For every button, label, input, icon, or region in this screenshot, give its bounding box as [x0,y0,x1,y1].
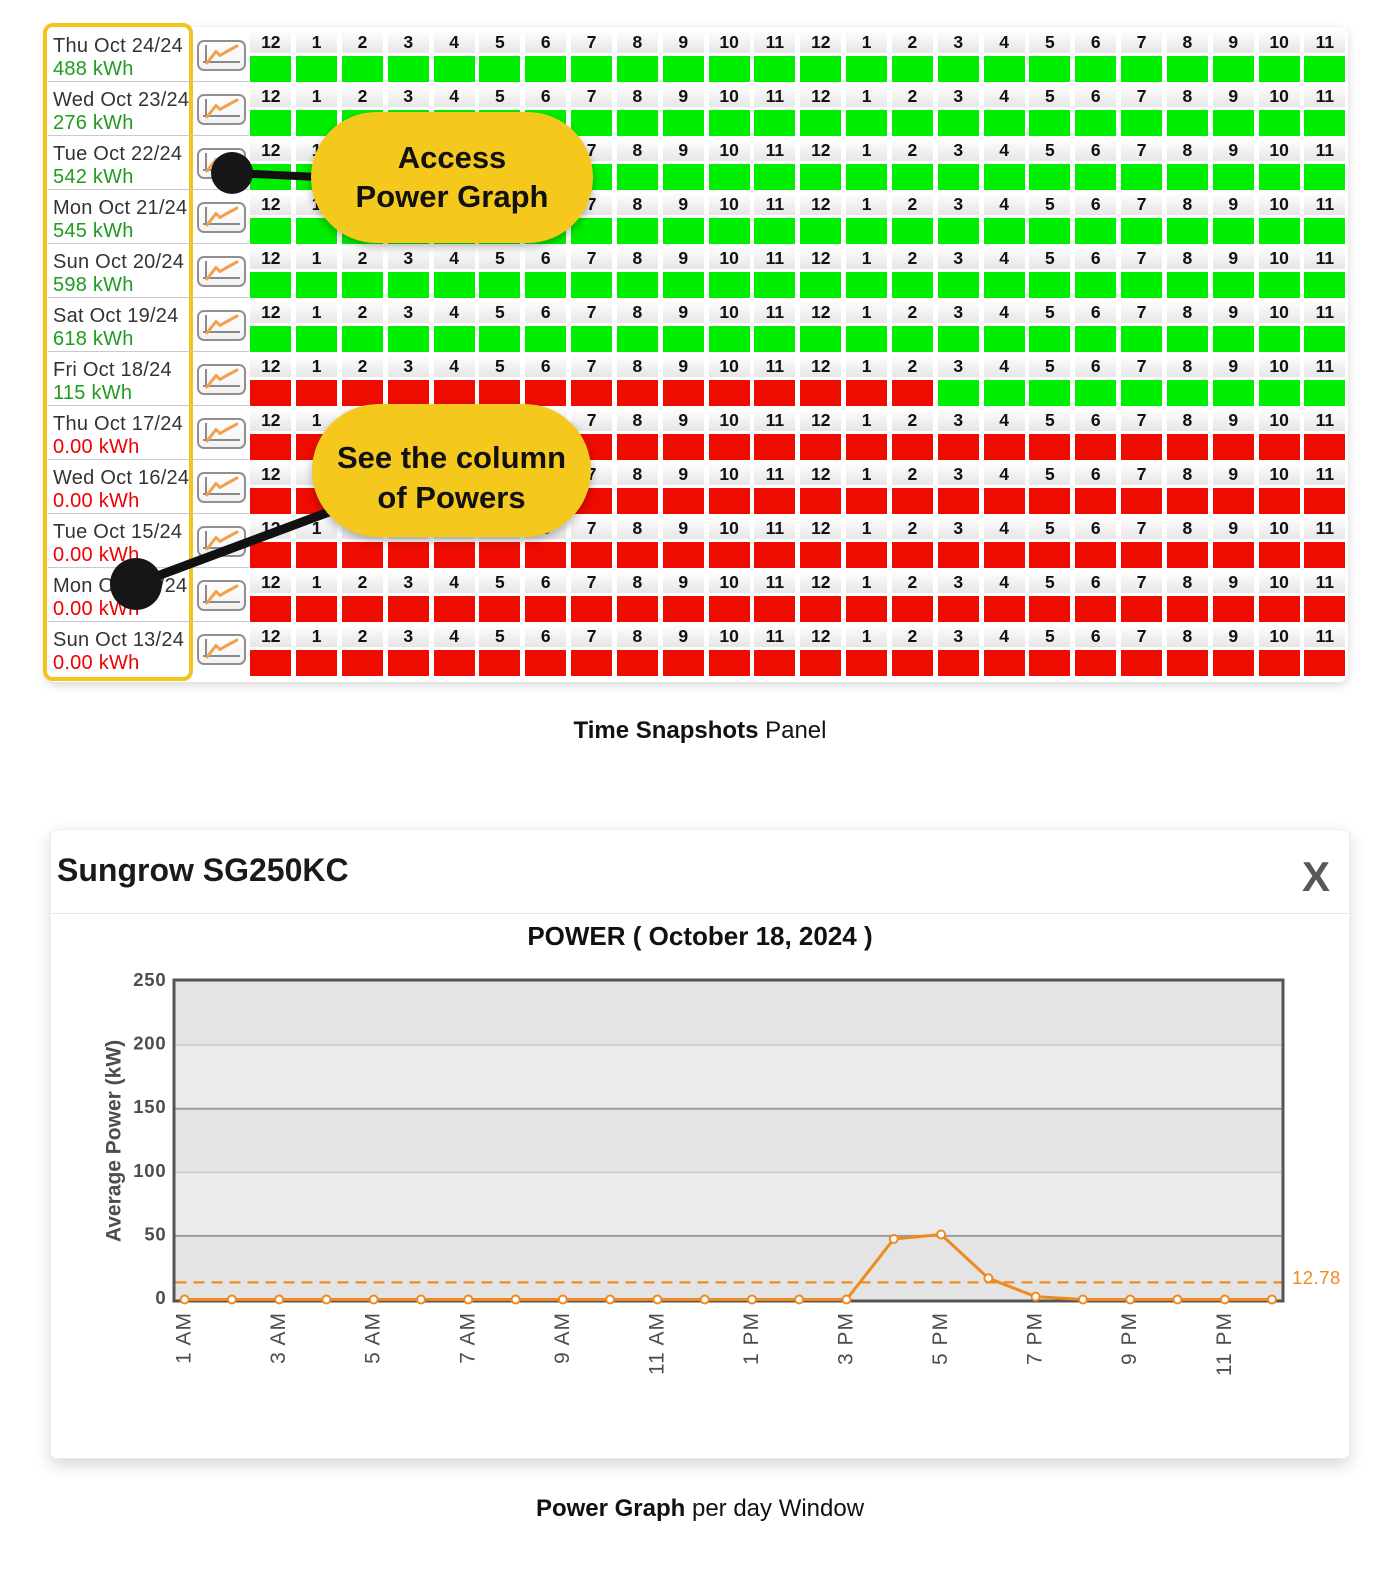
svg-text:0: 0 [155,1287,166,1308]
svg-text:50: 50 [144,1223,166,1244]
svg-text:12.78: 12.78 [1292,1267,1341,1288]
svg-text:9 PM: 9 PM [1118,1312,1141,1365]
svg-text:5 AM: 5 AM [362,1312,385,1364]
svg-text:150: 150 [133,1096,166,1117]
svg-text:200: 200 [133,1033,166,1054]
svg-text:11 PM: 11 PM [1213,1312,1236,1376]
svg-text:7 PM: 7 PM [1024,1312,1047,1365]
svg-text:3 PM: 3 PM [835,1312,858,1365]
svg-text:100: 100 [133,1160,166,1181]
svg-text:250: 250 [133,969,166,990]
svg-text:11 AM: 11 AM [645,1312,668,1375]
svg-text:7 AM: 7 AM [456,1312,479,1364]
svg-text:5 PM: 5 PM [929,1312,952,1365]
svg-text:9 AM: 9 AM [551,1312,574,1364]
svg-text:1 AM: 1 AM [173,1312,196,1364]
svg-text:1 PM: 1 PM [740,1312,763,1365]
svg-text:3 AM: 3 AM [267,1312,290,1364]
svg-text:Average Power (kW): Average Power (kW) [103,1040,126,1242]
